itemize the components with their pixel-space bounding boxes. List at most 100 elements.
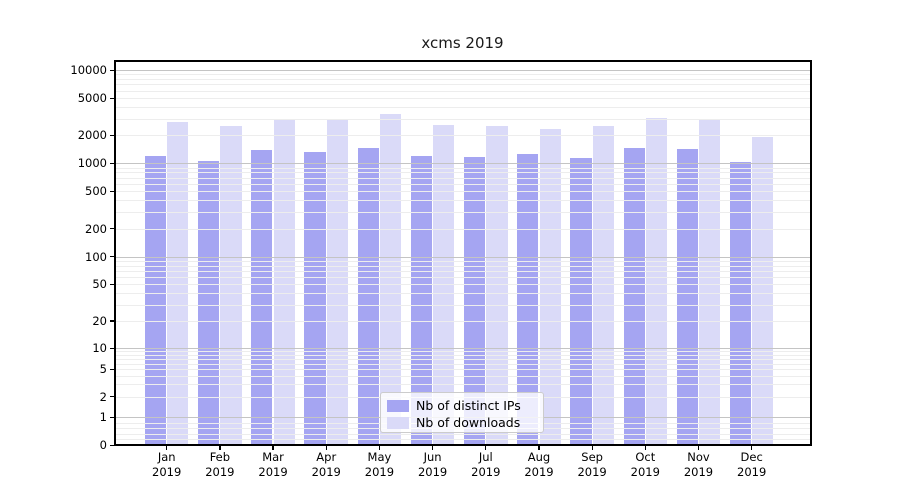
gridline-minor <box>115 284 810 286</box>
y-tick-mark <box>110 347 114 350</box>
y-tick-mark <box>110 256 114 258</box>
gridline-minor <box>115 74 810 76</box>
bar-downloads-feb <box>220 126 242 445</box>
y-tick-mark <box>110 444 114 446</box>
axis-spine-top <box>114 60 812 62</box>
gridline-major <box>115 256 810 258</box>
gridline-minor <box>115 172 810 174</box>
plot-area <box>115 61 810 445</box>
gridline-minor <box>115 354 810 356</box>
y-tick-label: 1000 <box>77 156 107 171</box>
bar-ips-feb <box>198 160 220 445</box>
bar-downloads-aug <box>539 129 561 445</box>
legend-swatch-ips <box>387 399 409 412</box>
bar-downloads-oct <box>645 118 668 445</box>
y-tick-label: 0 <box>99 438 107 452</box>
gridline-major <box>115 348 810 350</box>
y-tick-mark <box>110 228 114 230</box>
bar-ips-oct <box>623 148 645 445</box>
y-tick-label: 2000 <box>77 128 107 143</box>
y-tick-mark <box>110 396 114 398</box>
x-tick-label-feb: Feb 2019 <box>205 450 235 479</box>
x-tick-label-apr: Apr 2019 <box>311 450 341 479</box>
x-tick-label-jul: Jul 2019 <box>471 450 501 479</box>
y-tick-mark <box>110 97 114 99</box>
gridline-minor <box>115 212 810 214</box>
bar-downloads-sep <box>592 125 614 445</box>
bar-downloads-may <box>380 114 402 445</box>
x-tick-mark <box>644 446 647 450</box>
gridline-minor <box>115 375 810 377</box>
gridline-minor <box>115 439 810 441</box>
gridline-minor <box>115 135 810 137</box>
y-tick-label: 2 <box>99 389 107 404</box>
gridline-minor <box>115 98 810 100</box>
gridline-minor <box>115 293 810 295</box>
y-tick-label: 5 <box>99 362 107 377</box>
x-tick-mark <box>272 446 274 450</box>
gridline-minor <box>115 177 810 179</box>
y-tick-mark <box>110 190 114 193</box>
axis-spine-right <box>810 60 812 446</box>
y-tick-label: 200 <box>85 221 107 236</box>
gridline-minor <box>115 118 810 120</box>
x-tick-mark <box>751 446 753 450</box>
gridline-minor <box>115 433 810 435</box>
legend-label-downloads: Nb of downloads <box>416 415 521 430</box>
y-tick-label: 10 <box>92 341 107 356</box>
legend-label-ips: Nb of distinct IPs <box>416 398 521 413</box>
gridline-minor <box>115 351 810 353</box>
bar-ips-apr <box>304 151 326 445</box>
chart-title: xcms 2019 <box>421 34 504 52</box>
gridline-minor <box>115 358 810 360</box>
x-tick-mark <box>485 446 487 450</box>
gridline-minor <box>115 167 810 169</box>
x-tick-label-jun: Jun 2019 <box>417 450 448 479</box>
y-tick-mark <box>110 69 114 71</box>
gridline-minor <box>115 369 810 371</box>
x-tick-mark <box>697 446 700 450</box>
y-tick-mark <box>110 320 114 322</box>
y-tick-label: 10000 <box>70 63 107 77</box>
bar-downloads-apr <box>326 118 349 445</box>
gridline-minor <box>115 191 810 193</box>
x-tick-mark <box>166 446 168 450</box>
gridline-minor <box>115 184 810 186</box>
gridline-major <box>115 163 810 165</box>
legend: Nb of distinct IPs Nb of downloads <box>380 392 544 433</box>
y-tick-label: 50 <box>92 277 107 292</box>
gridline-minor <box>115 90 810 92</box>
y-tick-mark <box>110 134 114 136</box>
x-tick-label-may: May 2019 <box>364 450 395 479</box>
gridline-minor <box>115 79 810 81</box>
bar-ips-dec <box>729 162 752 445</box>
gridline-minor <box>115 200 810 202</box>
bar-downloads-jul <box>486 125 508 445</box>
bar-ips-jun <box>410 155 432 445</box>
legend-item-distinct-ips: Nb of distinct IPs <box>387 397 537 414</box>
gridline-minor <box>115 320 810 322</box>
gridline-minor <box>115 260 810 262</box>
x-tick-mark <box>325 446 327 450</box>
x-tick-mark <box>591 446 593 450</box>
legend-swatch-downloads <box>387 416 409 429</box>
gridline-major <box>115 70 810 71</box>
y-tick-label: 100 <box>85 249 107 264</box>
gridline-minor <box>115 265 810 267</box>
y-tick-mark <box>110 416 114 419</box>
gridline-minor <box>115 228 810 230</box>
y-tick-label: 1 <box>99 410 107 425</box>
x-tick-mark <box>538 446 540 450</box>
x-tick-label-sep: Sep 2019 <box>577 450 607 479</box>
x-tick-label-nov: Nov 2019 <box>683 450 714 479</box>
x-tick-label-mar: Mar 2019 <box>258 450 288 479</box>
bar-ips-aug <box>517 154 539 445</box>
gridline-minor <box>115 277 810 279</box>
x-tick-mark <box>432 446 434 450</box>
y-tick-label: 20 <box>92 313 107 328</box>
x-tick-label-jan: Jan 2019 <box>152 450 182 479</box>
x-tick-mark <box>219 446 221 450</box>
axis-spine-left <box>114 60 116 446</box>
gridline-minor <box>115 270 810 272</box>
x-tick-label-aug: Aug 2019 <box>524 450 554 479</box>
